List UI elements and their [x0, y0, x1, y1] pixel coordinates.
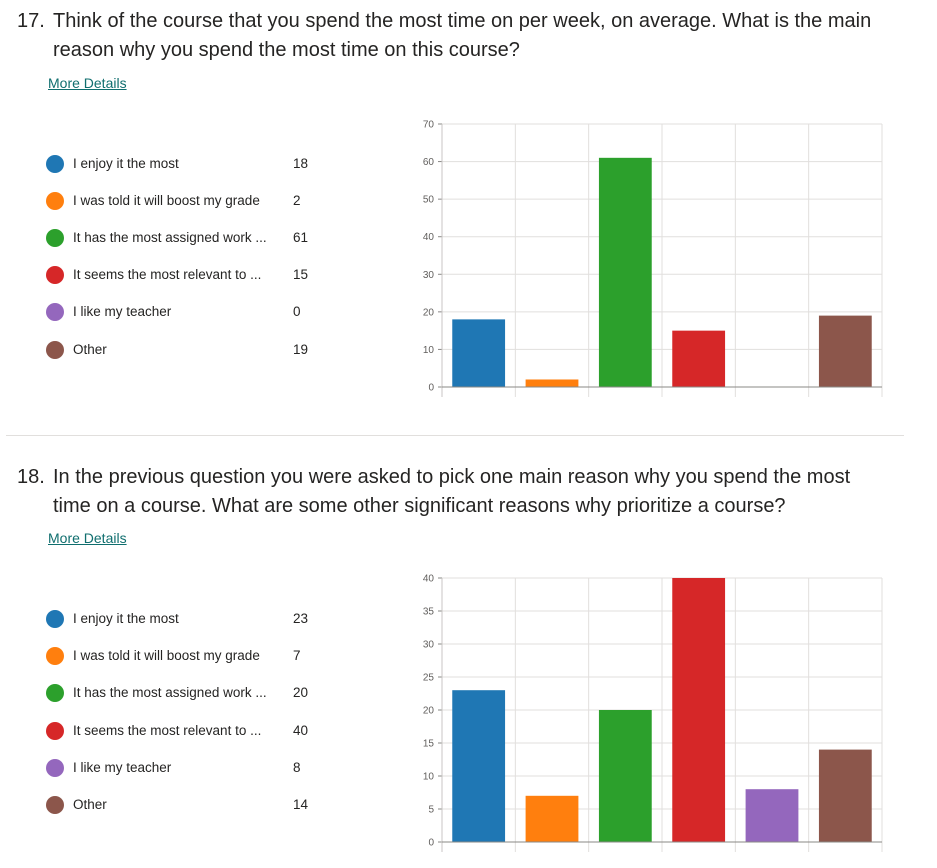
legend-dot: [46, 796, 64, 814]
legend-label: I enjoy it the most: [73, 611, 179, 626]
legend-item: It has the most assigned work ... 61: [46, 227, 326, 249]
legend-dot: [46, 684, 64, 702]
legend-label: It has the most assigned work ...: [73, 685, 267, 700]
legend-count: 7: [293, 648, 301, 663]
legend-dot: [46, 610, 64, 628]
legend-count: 40: [293, 723, 309, 738]
legend-label: It has the most assigned work ...: [73, 230, 267, 245]
y-tick-label: 20: [423, 706, 435, 717]
legend-item: It has the most assigned work ... 20: [46, 682, 326, 704]
more-details-link[interactable]: More Details: [48, 75, 127, 91]
legend-item: Other 19: [46, 339, 326, 361]
more-details-link[interactable]: More Details: [48, 530, 127, 546]
y-tick-label: 50: [423, 195, 435, 206]
legend-item: I like my teacher 0: [46, 301, 326, 323]
legend-dot: [46, 647, 64, 665]
bar-2: [525, 795, 579, 842]
y-tick-label: 0: [428, 838, 434, 849]
y-tick-label: 25: [423, 673, 435, 684]
section-divider: [6, 435, 904, 436]
legend-label: I was told it will boost my grade: [73, 648, 260, 663]
y-tick-label: 15: [423, 739, 435, 750]
y-tick-label: 60: [423, 157, 435, 168]
legend-label: Other: [73, 797, 107, 812]
bar-5: [745, 789, 799, 842]
y-tick-label: 10: [423, 772, 435, 783]
y-tick-label: 0: [428, 383, 434, 394]
bar-4: [672, 330, 726, 387]
y-tick-label: 35: [423, 607, 435, 618]
legend-dot: [46, 192, 64, 210]
legend-label: I like my teacher: [73, 304, 172, 319]
legend-count: 15: [293, 267, 309, 282]
legend-count: 14: [293, 797, 309, 812]
y-tick-label: 10: [423, 345, 435, 356]
legend-dot: [46, 303, 64, 321]
bar-chart: 0 5 10 15 20 25 30 35 40: [423, 574, 883, 852]
legend-item: Other 14: [46, 794, 326, 816]
bar-1: [452, 690, 506, 842]
question-text: In the previous question you were asked …: [53, 466, 851, 517]
bar-2: [525, 379, 579, 387]
bar-6: [818, 749, 872, 842]
y-tick-label: 70: [423, 120, 435, 131]
legend-count: 8: [293, 760, 301, 775]
question-number: 18.: [17, 466, 45, 488]
legend-count: 19: [293, 342, 309, 357]
legend-item: I was told it will boost my grade 7: [46, 645, 326, 667]
y-tick-label: 30: [423, 270, 435, 281]
legend-count: 0: [293, 304, 301, 319]
legend-dot: [46, 759, 64, 777]
legend-label: I was told it will boost my grade: [73, 193, 260, 208]
y-tick-label: 20: [423, 307, 435, 318]
legend-count: 20: [293, 685, 309, 700]
bar-3: [598, 157, 652, 387]
legend-count: 23: [293, 611, 309, 626]
bar-3: [598, 710, 652, 842]
legend-dot: [46, 722, 64, 740]
legend-item: I was told it will boost my grade 2: [46, 190, 326, 212]
legend-item: I like my teacher 8: [46, 757, 326, 779]
legend-item: It seems the most relevant to ... 40: [46, 720, 326, 742]
y-tick-label: 40: [423, 232, 435, 243]
legend-dot: [46, 341, 64, 359]
bar-6: [818, 315, 872, 387]
bar-chart: 0 10 20 30 40 50 60 70: [423, 120, 883, 397]
legend-count: 18: [293, 156, 309, 171]
legend-count: 2: [293, 193, 301, 208]
question-number: 17.: [17, 10, 45, 32]
legend-item: It seems the most relevant to ... 15: [46, 264, 326, 286]
legend-dot: [46, 155, 64, 173]
bar-4: [672, 578, 726, 842]
legend-item: I enjoy it the most 23: [46, 608, 326, 630]
legend-count: 61: [293, 230, 309, 245]
legend-dot: [46, 266, 64, 284]
legend-label: I like my teacher: [73, 760, 172, 775]
legend-item: I enjoy it the most 18: [46, 153, 326, 175]
legend-label: I enjoy it the most: [73, 156, 179, 171]
bar-1: [452, 319, 506, 387]
y-tick-label: 5: [428, 805, 434, 816]
legend-label: It seems the most relevant to ...: [73, 267, 262, 282]
question-text: Think of the course that you spend the m…: [53, 10, 872, 61]
y-tick-label: 30: [423, 640, 435, 651]
legend-label: It seems the most relevant to ...: [73, 723, 262, 738]
legend-dot: [46, 229, 64, 247]
y-tick-label: 40: [423, 574, 435, 585]
legend-label: Other: [73, 342, 107, 357]
